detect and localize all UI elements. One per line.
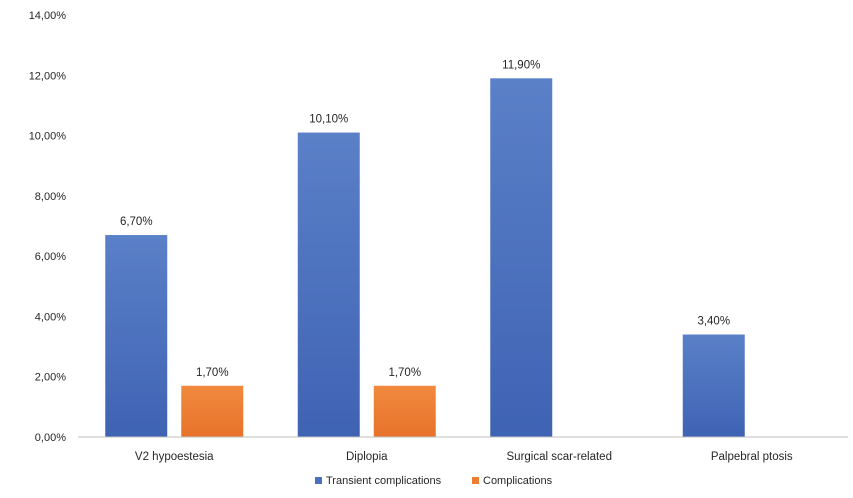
- y-tick-label: 8,00%: [35, 191, 66, 203]
- x-axis: V2 hypoestesia Diplopia Surgical scar-rela…: [135, 451, 793, 463]
- y-tick-label: 10,00%: [29, 131, 67, 143]
- legend-label: Complications: [483, 475, 553, 487]
- bar-complications: [373, 385, 436, 437]
- y-axis: 0,00% 2,00% 4,00% 6,00% 8,00% 10,00% 12,00% 14,…: [29, 10, 67, 444]
- y-tick-label: 12,00%: [29, 70, 67, 82]
- y-tick-label: 6,00%: [35, 251, 66, 263]
- y-tick-label: 0,00%: [35, 432, 66, 444]
- legend-swatch-complications: [472, 477, 479, 484]
- bar-transient-complications: [682, 334, 745, 437]
- data-label: 1,70%: [196, 367, 229, 379]
- data-label: 1,70%: [388, 367, 421, 379]
- data-label: 10,10%: [309, 114, 348, 126]
- data-label: 3,40%: [697, 316, 730, 328]
- y-tick-label: 2,00%: [35, 372, 66, 384]
- bars: [105, 78, 745, 438]
- y-tick-label: 4,00%: [35, 311, 66, 323]
- x-tick-label: Diplopia: [346, 451, 388, 463]
- x-tick-label: Surgical scar-related: [507, 451, 612, 463]
- bar-complications: [181, 385, 244, 437]
- data-labels: 6,70% 1,70% 10,10% 1,70% 11,90% 3,40%: [120, 59, 730, 378]
- x-tick-label: Palpebral ptosis: [711, 451, 793, 463]
- legend-label: Transient complications: [326, 475, 442, 487]
- bar-transient-complications: [297, 132, 360, 438]
- y-tick-label: 14,00%: [29, 10, 67, 22]
- x-tick-label: V2 hypoestesia: [135, 451, 214, 463]
- legend-swatch-transient-complications: [315, 477, 322, 484]
- data-label: 11,90%: [502, 59, 540, 71]
- bar-transient-complications: [105, 235, 168, 437]
- data-label: 6,70%: [120, 216, 153, 228]
- bar-transient-complications: [490, 78, 553, 438]
- legend: Transient complications Complications: [315, 475, 553, 487]
